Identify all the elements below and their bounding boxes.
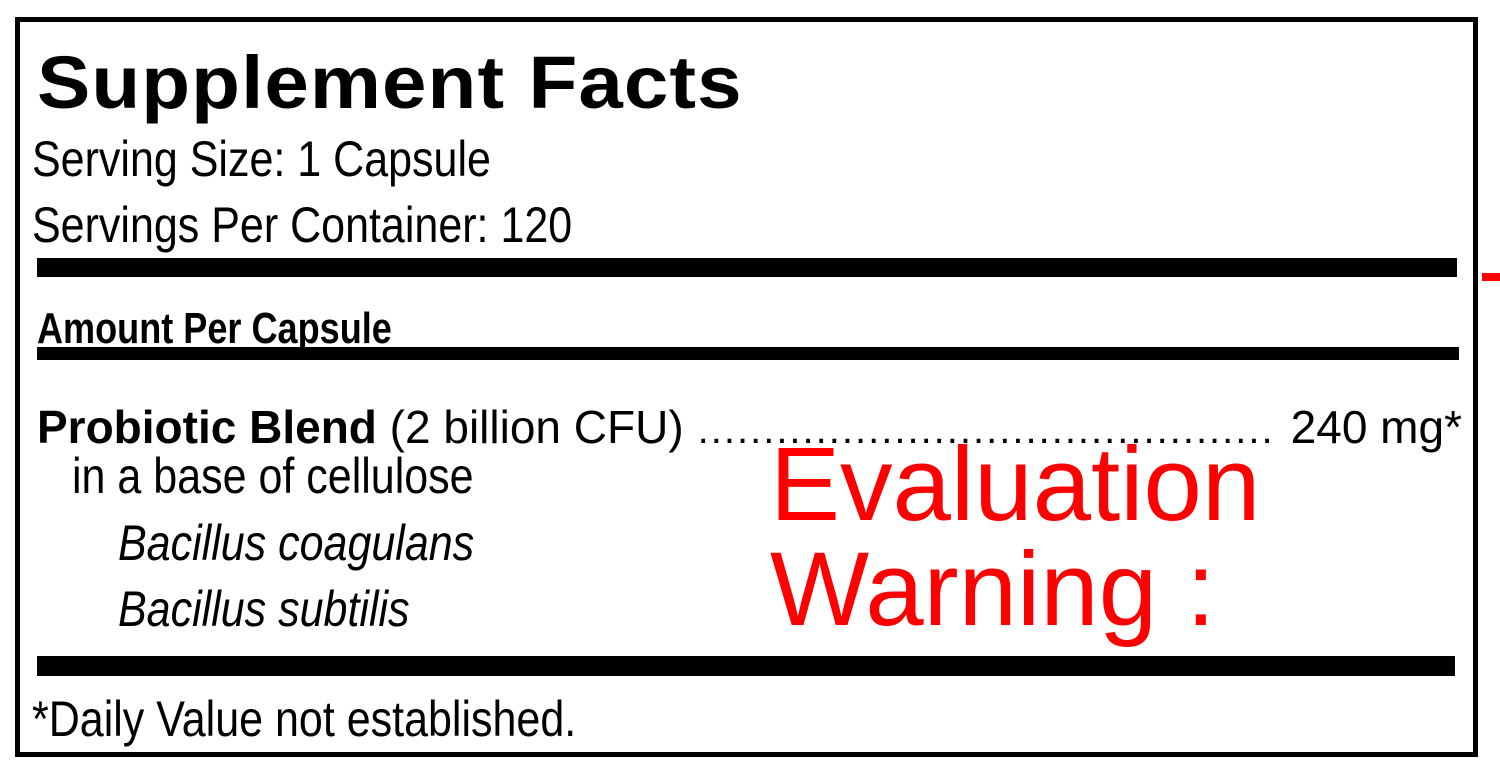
ingredient-name: Probiotic Blend xyxy=(37,401,377,453)
strain: Bacillus subtilis xyxy=(118,581,410,637)
supplement-facts-panel: Supplement Facts Serving Size: 1 Capsule… xyxy=(15,17,1478,757)
serving-size: Serving Size: 1 Capsule xyxy=(32,131,491,187)
amount-per-header: Amount Per Capsule xyxy=(37,304,392,353)
evaluation-watermark: Evaluation Warning : xyxy=(770,426,1261,648)
panel-title: Supplement Facts xyxy=(37,41,743,124)
dot-leader: ........................................… xyxy=(697,408,1277,452)
base-note: in a base of cellulose xyxy=(72,448,474,504)
divider-thick xyxy=(37,258,1457,277)
footnote: *Daily Value not established. xyxy=(32,691,577,747)
servings-per-container: Servings Per Container: 120 xyxy=(32,197,573,253)
watermark-overflow-mark xyxy=(1482,273,1500,281)
ingredient-amount: 240 mg* xyxy=(1290,401,1462,453)
ingredient-detail: (2 billion CFU) xyxy=(376,401,684,453)
ingredient-row: Probiotic Blend (2 billion CFU) ........… xyxy=(37,400,1462,454)
divider-thick xyxy=(37,656,1455,676)
ingredient-label: Probiotic Blend (2 billion CFU) xyxy=(37,400,684,454)
strain: Bacillus coagulans xyxy=(118,515,475,571)
divider-medium xyxy=(37,347,1459,360)
